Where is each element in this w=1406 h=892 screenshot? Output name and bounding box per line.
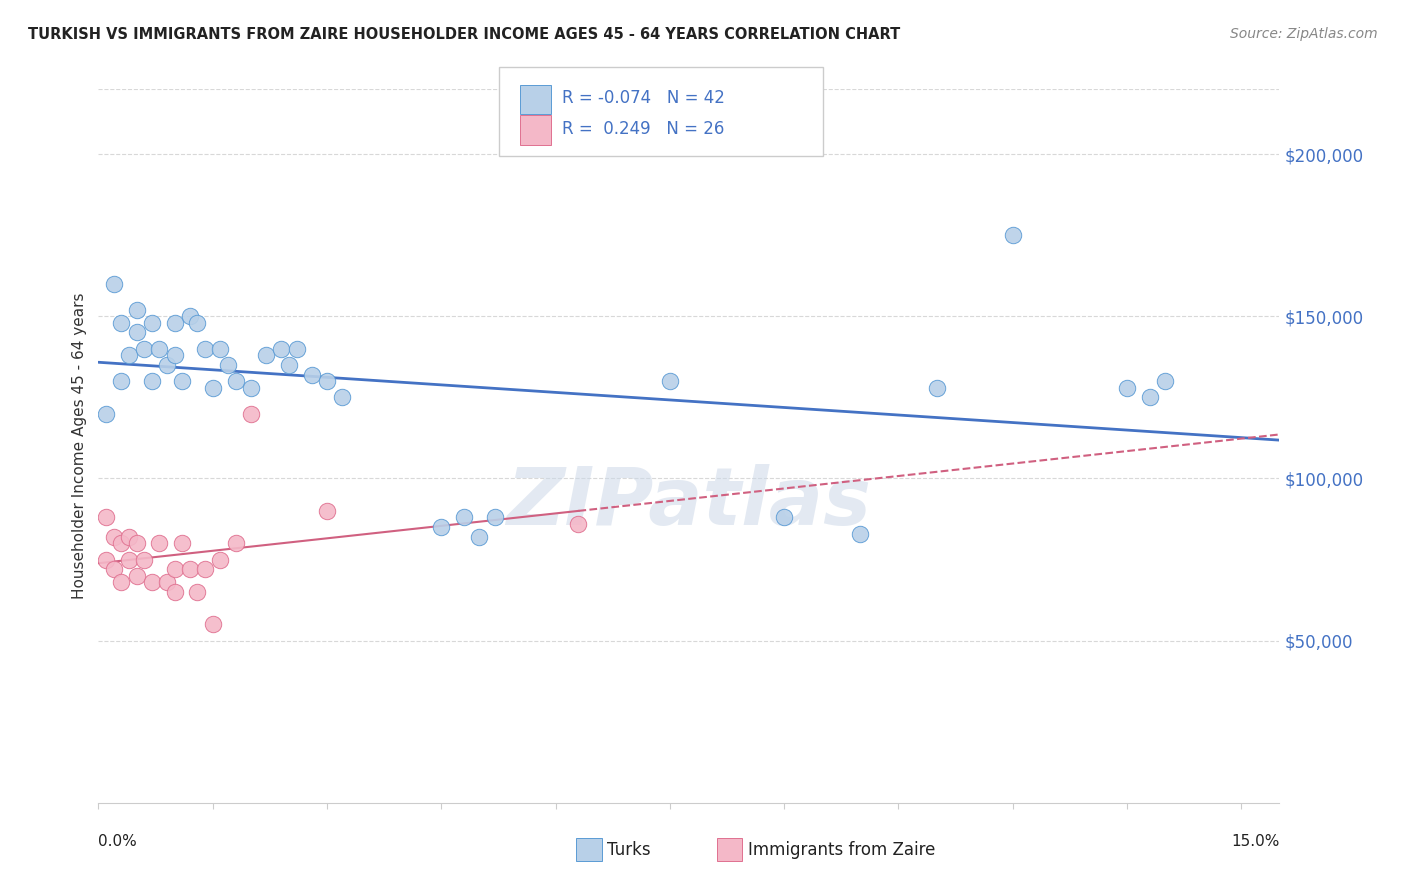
Point (148, 536, 170, 550)
Point (94, 407, 117, 421)
Point (110, 575, 132, 590)
Point (118, 348, 141, 362)
Text: 0.0%: 0.0% (98, 834, 138, 849)
Point (148, 342, 170, 356)
Point (118, 530, 141, 544)
Point (316, 504, 339, 518)
Point (103, 562, 125, 576)
Text: R =  0.249   N = 26: R = 0.249 N = 26 (562, 120, 724, 138)
Text: Turks: Turks (607, 841, 651, 859)
Point (134, 342, 156, 356)
Point (201, 617, 224, 632)
Point (156, 575, 179, 590)
Y-axis label: Householder Income Ages 45 - 64 years: Householder Income Ages 45 - 64 years (72, 293, 87, 599)
Point (277, 358, 299, 372)
Text: TURKISH VS IMMIGRANTS FROM ZAIRE HOUSEHOLDER INCOME AGES 45 - 64 YEARS CORRELATI: TURKISH VS IMMIGRANTS FROM ZAIRE HOUSEHO… (28, 27, 900, 42)
Point (1116, 381, 1139, 395)
Point (186, 316, 208, 330)
Point (194, 342, 217, 356)
Point (316, 374, 339, 388)
Point (773, 510, 796, 524)
Point (103, 277, 125, 291)
Point (239, 381, 262, 395)
Point (125, 326, 148, 340)
Point (925, 381, 948, 395)
Point (254, 348, 277, 362)
Point (484, 510, 506, 524)
Point (94, 552, 117, 566)
Point (179, 562, 201, 576)
Point (163, 585, 186, 599)
Point (201, 381, 224, 395)
Point (125, 568, 148, 582)
Point (141, 374, 163, 388)
Point (141, 316, 163, 330)
Point (172, 374, 194, 388)
Point (567, 516, 589, 531)
Point (1139, 390, 1161, 404)
Point (194, 562, 217, 576)
Point (209, 552, 232, 566)
Point (1154, 374, 1177, 388)
Point (658, 374, 681, 388)
Point (301, 368, 323, 382)
Point (225, 374, 247, 388)
Point (468, 530, 491, 544)
Point (156, 358, 179, 372)
Text: 15.0%: 15.0% (1232, 834, 1279, 849)
Point (209, 342, 232, 356)
Point (141, 575, 163, 590)
Point (1001, 228, 1024, 243)
Point (270, 342, 292, 356)
Point (330, 390, 353, 404)
Point (103, 530, 125, 544)
Point (239, 407, 262, 421)
Text: ZIPatlas: ZIPatlas (506, 464, 872, 542)
Point (285, 342, 308, 356)
Point (430, 520, 453, 534)
Point (172, 536, 194, 550)
Text: Source: ZipAtlas.com: Source: ZipAtlas.com (1230, 27, 1378, 41)
Point (849, 526, 872, 541)
Point (125, 302, 148, 317)
Point (163, 348, 186, 362)
Point (453, 510, 475, 524)
Point (163, 562, 186, 576)
Text: Immigrants from Zaire: Immigrants from Zaire (748, 841, 935, 859)
Text: R = -0.074   N = 42: R = -0.074 N = 42 (562, 89, 725, 107)
Point (118, 552, 141, 566)
Point (94, 510, 117, 524)
Point (110, 374, 132, 388)
Point (110, 536, 132, 550)
Point (225, 536, 247, 550)
Point (110, 316, 132, 330)
Point (125, 536, 148, 550)
Point (217, 358, 239, 372)
Point (179, 310, 201, 324)
Point (134, 552, 156, 566)
Point (163, 316, 186, 330)
Point (186, 585, 208, 599)
